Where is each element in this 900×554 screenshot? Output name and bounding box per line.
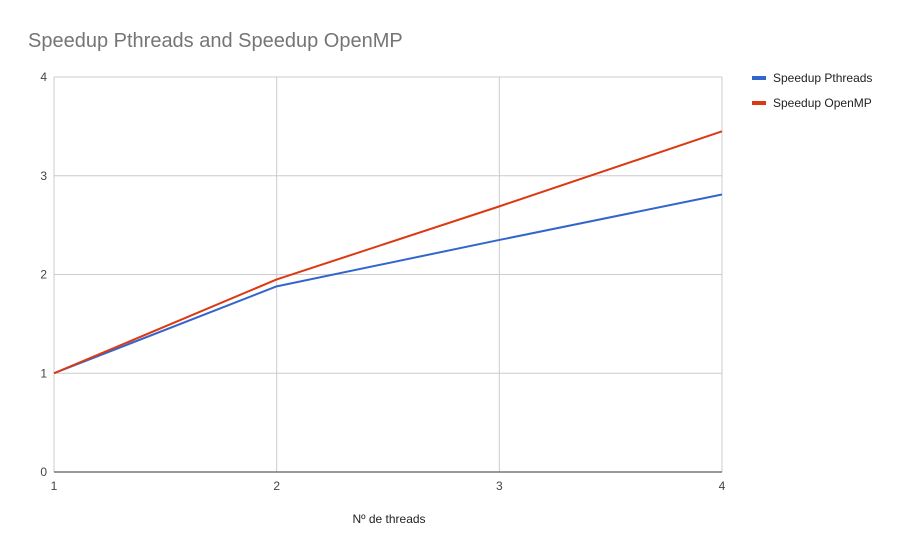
gridlines <box>53 76 723 472</box>
x-tick-label: 2 <box>273 479 280 493</box>
series-line-1 <box>53 193 723 375</box>
y-tick-label: 0 <box>40 465 47 479</box>
x-tick-label: 3 <box>496 479 503 493</box>
x-tick-label: 4 <box>719 479 726 493</box>
y-tick-label: 2 <box>40 268 47 282</box>
y-tick-label: 4 <box>40 70 47 84</box>
series-line-2 <box>53 130 723 375</box>
y-tick-label: 1 <box>40 366 47 380</box>
legend-swatch <box>752 101 766 105</box>
legend-label: Speedup OpenMP <box>773 96 872 110</box>
legend-swatch <box>752 76 766 80</box>
series-lines <box>53 130 723 375</box>
legend: Speedup Pthreads Speedup OpenMP <box>752 71 872 110</box>
x-axis-title: Nº de threads <box>352 512 425 526</box>
chart-title: Speedup Pthreads and Speedup OpenMP <box>28 30 403 52</box>
y-tick-label: 3 <box>40 169 47 183</box>
legend-label: Speedup Pthreads <box>773 71 872 85</box>
x-tick-label: 1 <box>51 479 58 493</box>
